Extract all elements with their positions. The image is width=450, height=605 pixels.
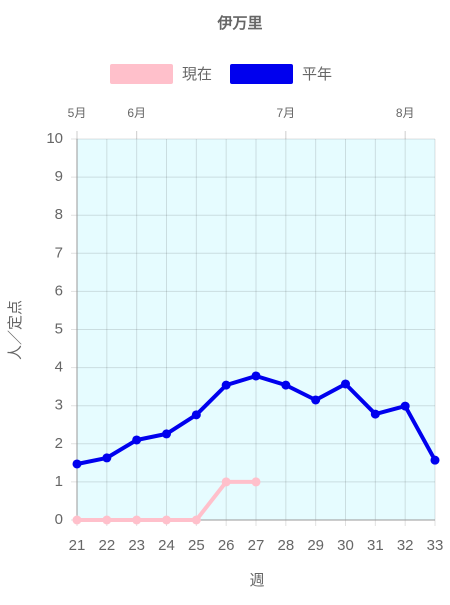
- chart-title: 伊万里: [216, 14, 262, 32]
- x-tick-label: 27: [248, 537, 265, 554]
- data-point: [132, 515, 142, 525]
- x-tick-label: 33: [427, 537, 444, 554]
- data-point: [311, 395, 321, 405]
- y-tick-label: 5: [55, 320, 63, 337]
- data-point: [251, 371, 261, 381]
- x-tick-label: 32: [397, 537, 414, 554]
- x-tick-label: 28: [277, 537, 294, 554]
- x-axis-label: 週: [249, 572, 264, 589]
- legend-label: 現在: [182, 66, 212, 83]
- y-tick-label: 7: [55, 244, 63, 261]
- plot-background: [77, 139, 435, 520]
- data-point: [191, 410, 201, 420]
- y-tick-label: 9: [55, 168, 63, 185]
- x-tick-label: 21: [69, 537, 86, 554]
- data-point: [221, 477, 231, 487]
- data-point: [400, 401, 410, 411]
- top-tick-label: 6月: [127, 106, 146, 120]
- y-tick-label: 2: [55, 435, 63, 452]
- data-point: [102, 453, 112, 463]
- x-tick-label: 30: [337, 537, 354, 554]
- y-tick-label: 10: [46, 130, 63, 147]
- data-point: [341, 379, 350, 389]
- data-point: [162, 429, 171, 439]
- top-tick-label: 7月: [276, 106, 295, 120]
- legend-label: 平年: [302, 66, 332, 83]
- top-tick-label: 8月: [396, 106, 415, 120]
- data-point: [162, 515, 171, 525]
- x-tick-label: 23: [128, 537, 145, 554]
- data-point: [102, 515, 112, 525]
- x-tick-label: 24: [158, 537, 175, 554]
- y-tick-label: 6: [55, 282, 63, 299]
- top-tick-label: 5月: [68, 106, 87, 120]
- x-tick-label: 31: [367, 537, 384, 554]
- data-point: [72, 459, 82, 469]
- y-tick-label: 4: [55, 359, 63, 376]
- y-tick-label: 1: [55, 473, 63, 490]
- legend-swatch: [110, 64, 173, 84]
- data-point: [72, 515, 82, 525]
- x-tick-label: 22: [98, 537, 115, 554]
- legend-swatch: [230, 64, 293, 84]
- data-point: [281, 380, 291, 390]
- data-point: [251, 477, 261, 487]
- y-tick-label: 0: [55, 511, 63, 528]
- y-tick-label: 8: [55, 206, 63, 223]
- data-point: [191, 515, 201, 525]
- data-point: [221, 380, 231, 390]
- y-tick-label: 3: [55, 397, 63, 414]
- x-tick-label: 29: [307, 537, 324, 554]
- y-axis-label: 人／定点: [7, 300, 24, 360]
- x-tick-label: 26: [218, 537, 235, 554]
- data-point: [430, 455, 440, 465]
- x-tick-label: 25: [188, 537, 205, 554]
- data-point: [370, 409, 380, 419]
- data-point: [132, 435, 142, 445]
